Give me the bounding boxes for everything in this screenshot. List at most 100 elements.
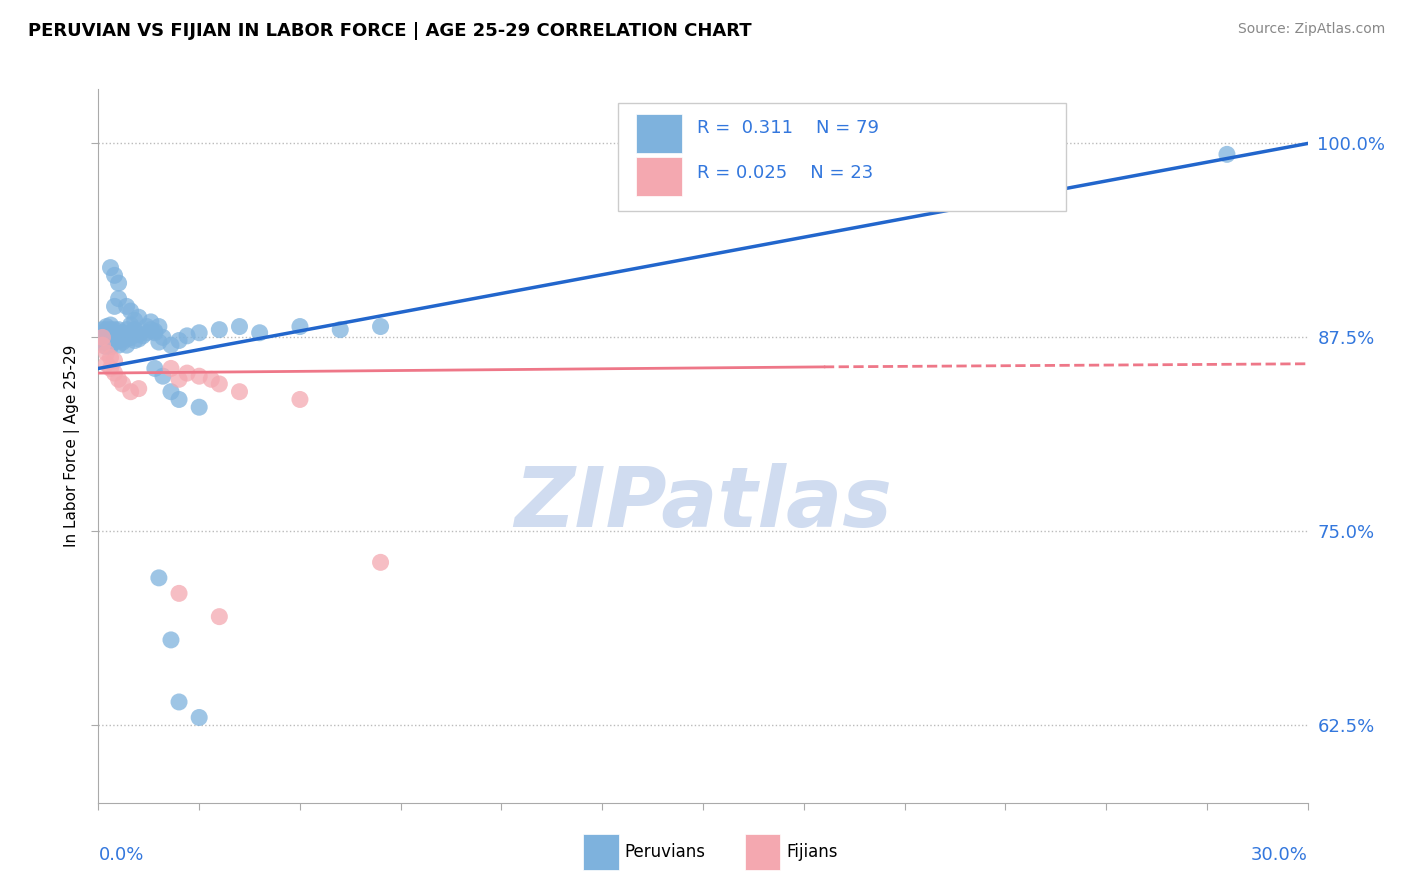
Point: [115, 329, 138, 343]
Point: [111, 326, 134, 340]
Point: [107, 292, 129, 306]
Point: [228, 384, 250, 399]
Point: [96, 329, 118, 343]
Point: [188, 326, 211, 340]
Point: [288, 392, 311, 407]
Point: [370, 555, 392, 569]
Point: [124, 323, 146, 337]
Point: [143, 324, 166, 338]
Point: [91, 323, 114, 337]
Point: [167, 586, 190, 600]
Point: [288, 319, 311, 334]
Y-axis label: In Labor Force | Age 25-29: In Labor Force | Age 25-29: [65, 345, 80, 547]
Point: [152, 330, 174, 344]
Point: [249, 326, 271, 340]
Point: [160, 384, 183, 399]
Point: [1216, 147, 1239, 161]
Point: [96, 346, 118, 360]
Point: [96, 357, 118, 371]
Point: [103, 268, 125, 283]
Point: [103, 353, 125, 368]
Point: [103, 330, 125, 344]
Point: [115, 299, 138, 313]
Text: R =  0.311    N = 79: R = 0.311 N = 79: [697, 120, 879, 137]
Point: [115, 332, 138, 346]
Point: [96, 340, 118, 354]
Point: [188, 710, 211, 724]
Point: [160, 338, 183, 352]
Point: [103, 334, 125, 349]
Point: [111, 334, 134, 349]
Point: [120, 330, 142, 344]
Point: [103, 299, 125, 313]
Point: [107, 372, 129, 386]
Point: [100, 340, 122, 354]
Point: [167, 695, 190, 709]
Point: [107, 338, 129, 352]
Point: [100, 323, 122, 337]
Point: [143, 326, 166, 340]
Text: R = 0.025    N = 23: R = 0.025 N = 23: [697, 164, 873, 182]
Point: [100, 260, 122, 275]
Point: [107, 323, 129, 337]
Point: [128, 310, 150, 325]
Point: [103, 329, 125, 343]
Point: [111, 376, 134, 391]
Point: [128, 327, 150, 342]
Point: [96, 323, 118, 337]
Point: [91, 338, 114, 352]
Point: [100, 361, 122, 376]
Point: [120, 304, 142, 318]
Point: [176, 366, 198, 380]
Point: [208, 376, 231, 391]
Point: [188, 369, 211, 384]
Point: [107, 327, 129, 342]
Point: [100, 329, 122, 343]
Point: [148, 571, 170, 585]
Point: [100, 318, 122, 332]
Point: [120, 318, 142, 332]
Point: [143, 361, 166, 376]
Point: [139, 323, 162, 337]
Point: [107, 334, 129, 348]
Text: Fijians: Fijians: [786, 843, 838, 861]
Point: [96, 334, 118, 348]
Point: [124, 334, 146, 348]
FancyBboxPatch shape: [637, 114, 682, 153]
Text: 0.0%: 0.0%: [98, 846, 143, 863]
Point: [176, 329, 198, 343]
Text: PERUVIAN VS FIJIAN IN LABOR FORCE | AGE 25-29 CORRELATION CHART: PERUVIAN VS FIJIAN IN LABOR FORCE | AGE …: [28, 22, 752, 40]
FancyBboxPatch shape: [637, 157, 682, 196]
Point: [135, 319, 157, 334]
Point: [96, 326, 118, 340]
Point: [167, 372, 190, 386]
Point: [148, 319, 170, 334]
Point: [139, 315, 162, 329]
Point: [100, 351, 122, 365]
Point: [96, 330, 118, 344]
Point: [111, 330, 134, 344]
Point: [160, 361, 183, 376]
Text: 30.0%: 30.0%: [1251, 846, 1308, 863]
Point: [148, 334, 170, 349]
Point: [100, 336, 122, 351]
Point: [91, 330, 114, 344]
Point: [128, 332, 150, 346]
Text: Source: ZipAtlas.com: Source: ZipAtlas.com: [1237, 22, 1385, 37]
Point: [100, 327, 122, 342]
Point: [124, 313, 146, 327]
Point: [167, 392, 190, 407]
Text: ZIPatlas: ZIPatlas: [515, 463, 891, 543]
Point: [370, 319, 392, 334]
Point: [91, 326, 114, 340]
Point: [107, 276, 129, 290]
Point: [91, 330, 114, 344]
Point: [115, 323, 138, 337]
Point: [167, 334, 190, 348]
Point: [208, 609, 231, 624]
Point: [188, 401, 211, 415]
Point: [135, 326, 157, 340]
Point: [132, 329, 155, 343]
Point: [228, 319, 250, 334]
Point: [152, 369, 174, 384]
